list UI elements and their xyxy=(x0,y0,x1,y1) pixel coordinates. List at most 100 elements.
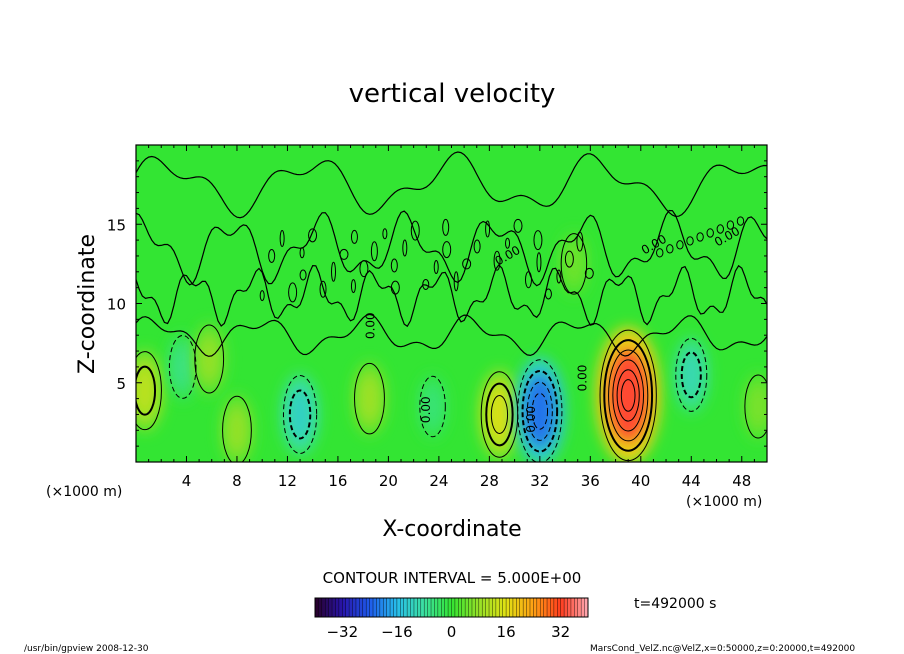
colorbar-segment xyxy=(383,598,387,617)
small-contour xyxy=(331,261,337,282)
small-contour xyxy=(390,280,400,295)
zero-contour xyxy=(136,209,767,287)
small-contour xyxy=(410,220,420,241)
x-tick-label: 28 xyxy=(480,472,499,490)
colorbar-segment xyxy=(328,598,333,617)
contour-ring xyxy=(490,394,509,434)
footer-right: MarsCond_VelZ.nc@VelZ,x=0:50000,z=0:2000… xyxy=(590,644,855,654)
zero-contour xyxy=(136,263,767,328)
colorbar-segment xyxy=(475,598,480,617)
small-contour xyxy=(533,230,543,251)
small-contour xyxy=(288,282,298,303)
colorbar-segment xyxy=(434,598,439,617)
colorbar-tick-label: 32 xyxy=(551,623,570,641)
contour-ring xyxy=(282,374,318,454)
colorbar-segment xyxy=(564,598,568,617)
contour-ring xyxy=(744,374,767,439)
small-contour xyxy=(279,230,285,248)
colorbar-segment xyxy=(390,598,394,617)
small-contour xyxy=(493,250,501,271)
colorbar-segment xyxy=(502,598,507,617)
colorbar-segment xyxy=(362,598,367,617)
contour-lines xyxy=(136,151,767,462)
colorbar-segment xyxy=(547,598,551,617)
colorbar-segment xyxy=(516,598,521,617)
colorbar-tick-label: −32 xyxy=(326,623,358,641)
contour-ring xyxy=(222,395,252,462)
contour-label: 0.00 xyxy=(419,396,433,423)
colorbar-segment xyxy=(577,598,582,617)
contour-ring xyxy=(168,334,197,399)
colorbar-segment xyxy=(492,598,497,617)
contour-ring xyxy=(521,369,559,453)
small-contour xyxy=(319,280,327,298)
small-contour xyxy=(524,271,532,289)
x-tick-label: 4 xyxy=(182,472,192,490)
x-tick-label: 32 xyxy=(530,472,549,490)
small-contour xyxy=(299,269,307,281)
contour-ring xyxy=(419,375,446,438)
contour-ring xyxy=(616,369,640,422)
colorbar-segment xyxy=(403,598,408,617)
colorbar-segment xyxy=(509,598,514,617)
colorbar-segment xyxy=(451,598,456,617)
colorbar-segment xyxy=(335,598,340,617)
field-blob xyxy=(564,242,583,286)
colorbar-segment xyxy=(526,598,531,617)
colorbar-segment xyxy=(352,598,357,617)
x-unit-right: (×1000 m) xyxy=(686,494,762,510)
colorbar-segment xyxy=(506,598,510,617)
small-contour xyxy=(462,258,472,270)
small-contour xyxy=(259,290,265,302)
field-features xyxy=(136,232,767,462)
colorbar-segment xyxy=(584,598,589,617)
y-tick-label: 5 xyxy=(116,375,126,393)
small-contour xyxy=(433,260,439,275)
x-tick-label: 8 xyxy=(232,472,242,490)
field-blob xyxy=(136,363,157,418)
field-blob xyxy=(173,344,193,389)
x-unit-left: (×1000 m) xyxy=(46,484,122,500)
small-contour xyxy=(706,228,714,238)
contour-ring xyxy=(288,389,312,440)
small-contour xyxy=(473,239,481,254)
contour-ring xyxy=(517,359,563,462)
small-contour xyxy=(402,239,408,257)
colorbar-segment xyxy=(454,598,459,617)
colorbar-segment xyxy=(512,598,517,617)
colorbar-segment xyxy=(342,598,347,617)
colorbar-segment xyxy=(410,598,415,617)
colorbar-segment xyxy=(407,598,411,617)
x-tick-label: 20 xyxy=(379,472,398,490)
field-blob xyxy=(199,335,220,383)
small-contour xyxy=(666,244,674,254)
contour-ring xyxy=(354,362,385,435)
small-contour xyxy=(536,252,542,273)
contour-ring xyxy=(608,349,649,442)
x-tick-label: 44 xyxy=(682,472,701,490)
small-contour xyxy=(485,220,491,238)
colorbar-segment xyxy=(386,598,391,617)
small-contour xyxy=(686,236,694,246)
colorbar-segment xyxy=(540,598,544,617)
contour-ring xyxy=(485,382,514,447)
colorbar xyxy=(314,597,589,618)
colorbar-segment xyxy=(485,598,490,617)
x-tick-label: 16 xyxy=(328,472,347,490)
colorbar-segment xyxy=(495,598,500,617)
zero-contour xyxy=(136,151,767,219)
colorbar-segment xyxy=(543,598,548,617)
colorbar-segment xyxy=(355,598,360,617)
field-blob xyxy=(680,349,703,401)
colorbar-segment xyxy=(359,598,364,617)
colorbar-segment xyxy=(424,598,428,617)
small-contour xyxy=(350,279,356,294)
small-contour xyxy=(422,278,430,290)
time-label: t=492000 s xyxy=(634,596,716,612)
zero-contour xyxy=(136,313,767,357)
colorbar-segment xyxy=(529,598,534,617)
small-contour xyxy=(513,218,523,233)
contour-ring xyxy=(560,233,588,295)
contour-ring xyxy=(612,359,645,432)
colorbar-segment xyxy=(315,598,319,617)
